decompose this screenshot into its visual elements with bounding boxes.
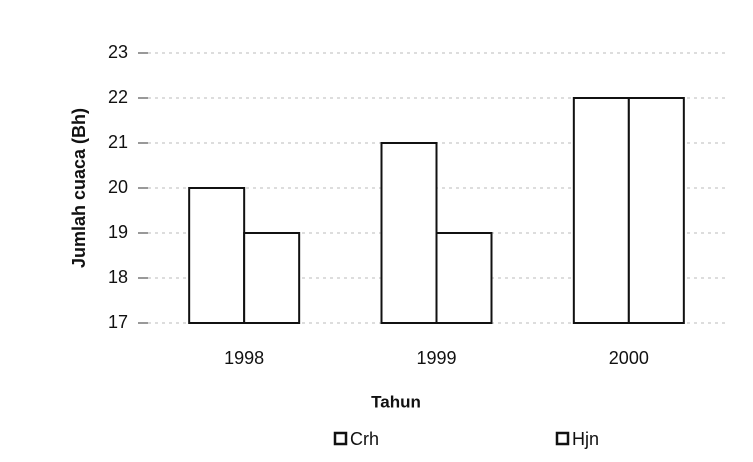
bar — [380, 142, 438, 324]
legend-label: Crh — [350, 429, 379, 449]
bar — [243, 232, 301, 324]
bar — [435, 232, 493, 324]
y-tick-label: 23 — [108, 42, 128, 62]
x-tick-label: 1999 — [416, 348, 456, 368]
legend-swatch — [555, 431, 570, 446]
bar — [188, 187, 246, 324]
y-tick-label: 18 — [108, 267, 128, 287]
legend-label: Hjn — [572, 429, 599, 449]
x-tick-label: 1998 — [224, 348, 264, 368]
x-tick-label: 2000 — [609, 348, 649, 368]
y-axis-label: Jumlah cuaca (Bh) — [69, 108, 89, 268]
legend-swatch — [333, 431, 348, 446]
y-tick-label: 17 — [108, 312, 128, 332]
y-tick-label: 21 — [108, 132, 128, 152]
x-axis-label: Tahun — [371, 392, 421, 411]
y-tick-label: 22 — [108, 87, 128, 107]
bar — [627, 97, 685, 324]
y-tick-label: 20 — [108, 177, 128, 197]
y-tick-label: 19 — [108, 222, 128, 242]
bar — [572, 97, 630, 324]
